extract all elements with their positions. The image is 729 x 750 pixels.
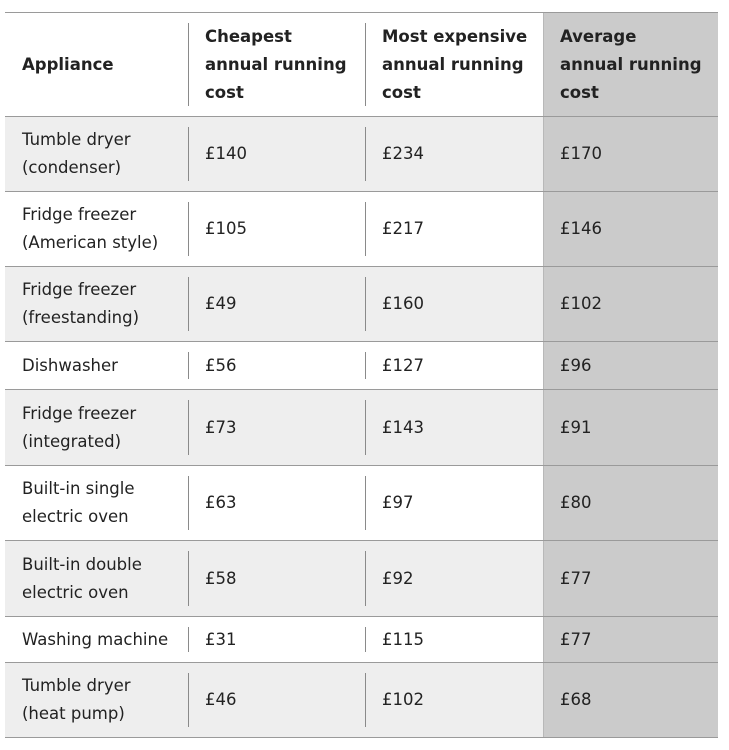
cost-cell: £115 <box>365 616 543 663</box>
cost-cell: £80 <box>543 465 718 541</box>
cost-cell: £63 <box>188 465 365 541</box>
cost-cell: £49 <box>188 266 365 342</box>
header-cell: Average annual running cost <box>543 12 718 117</box>
cost-cell: £96 <box>543 341 718 390</box>
cost-cell: £102 <box>365 662 543 738</box>
table-row: Tumble dryer (condenser) £140 £234 £170 <box>5 116 718 192</box>
cost-cell: £56 <box>188 341 365 390</box>
appliance-cell: Fridge freezer (integrated) <box>5 389 188 466</box>
table-row: Fridge freezer (integrated) £73 £143 £91 <box>5 389 718 466</box>
table-row: Dishwasher £56 £127 £96 <box>5 341 718 390</box>
cost-cell: £217 <box>365 191 543 267</box>
header-cell: Appliance <box>5 12 188 117</box>
appliance-cell: Built-in double electric oven <box>5 540 188 617</box>
table-body: Tumble dryer (condenser) £140 £234 £170 Frid… <box>5 116 718 738</box>
cost-cell: £46 <box>188 662 365 738</box>
cost-cell: £97 <box>365 465 543 541</box>
appliance-cell: Built-in single electric oven <box>5 465 188 541</box>
cost-cell: £146 <box>543 191 718 267</box>
cost-cell: £77 <box>543 540 718 617</box>
cost-cell: £127 <box>365 341 543 390</box>
table-row: Built-in double electric oven £58 £92 £77 <box>5 540 718 617</box>
cost-cell: £140 <box>188 116 365 192</box>
header-row: Appliance Cheapest annual running cost Mos… <box>5 12 718 117</box>
cost-cell: £234 <box>365 116 543 192</box>
cost-cell: £160 <box>365 266 543 342</box>
table-row: Washing machine £31 £115 £77 <box>5 616 718 663</box>
table-row: Fridge freezer (freestanding) £49 £160 £102 <box>5 266 718 342</box>
cost-cell: £91 <box>543 389 718 466</box>
table-row: Built-in single electric oven £63 £97 £80 <box>5 465 718 541</box>
cost-cell: £92 <box>365 540 543 617</box>
appliance-cell: Washing machine <box>5 616 188 663</box>
header-cell: Cheapest annual running cost <box>188 12 365 117</box>
appliance-cell: Tumble dryer (heat pump) <box>5 662 188 738</box>
cost-cell: £170 <box>543 116 718 192</box>
cost-cell: £77 <box>543 616 718 663</box>
table-row: Fridge freezer (American style) £105 £217 £… <box>5 191 718 267</box>
cost-cell: £102 <box>543 266 718 342</box>
appliance-cell: Tumble dryer (condenser) <box>5 116 188 192</box>
cost-table: Appliance Cheapest annual running cost Mos… <box>5 12 718 738</box>
cost-cell: £73 <box>188 389 365 466</box>
cost-cell: £143 <box>365 389 543 466</box>
cost-cell: £68 <box>543 662 718 738</box>
table-row: Tumble dryer (heat pump) £46 £102 £68 <box>5 662 718 738</box>
header-cell: Most expensive annual running cost <box>365 12 543 117</box>
appliance-cell: Fridge freezer (American style) <box>5 191 188 267</box>
appliance-cell: Dishwasher <box>5 341 188 390</box>
cost-cell: £31 <box>188 616 365 663</box>
cost-cell: £105 <box>188 191 365 267</box>
cost-cell: £58 <box>188 540 365 617</box>
appliance-cell: Fridge freezer (freestanding) <box>5 266 188 342</box>
